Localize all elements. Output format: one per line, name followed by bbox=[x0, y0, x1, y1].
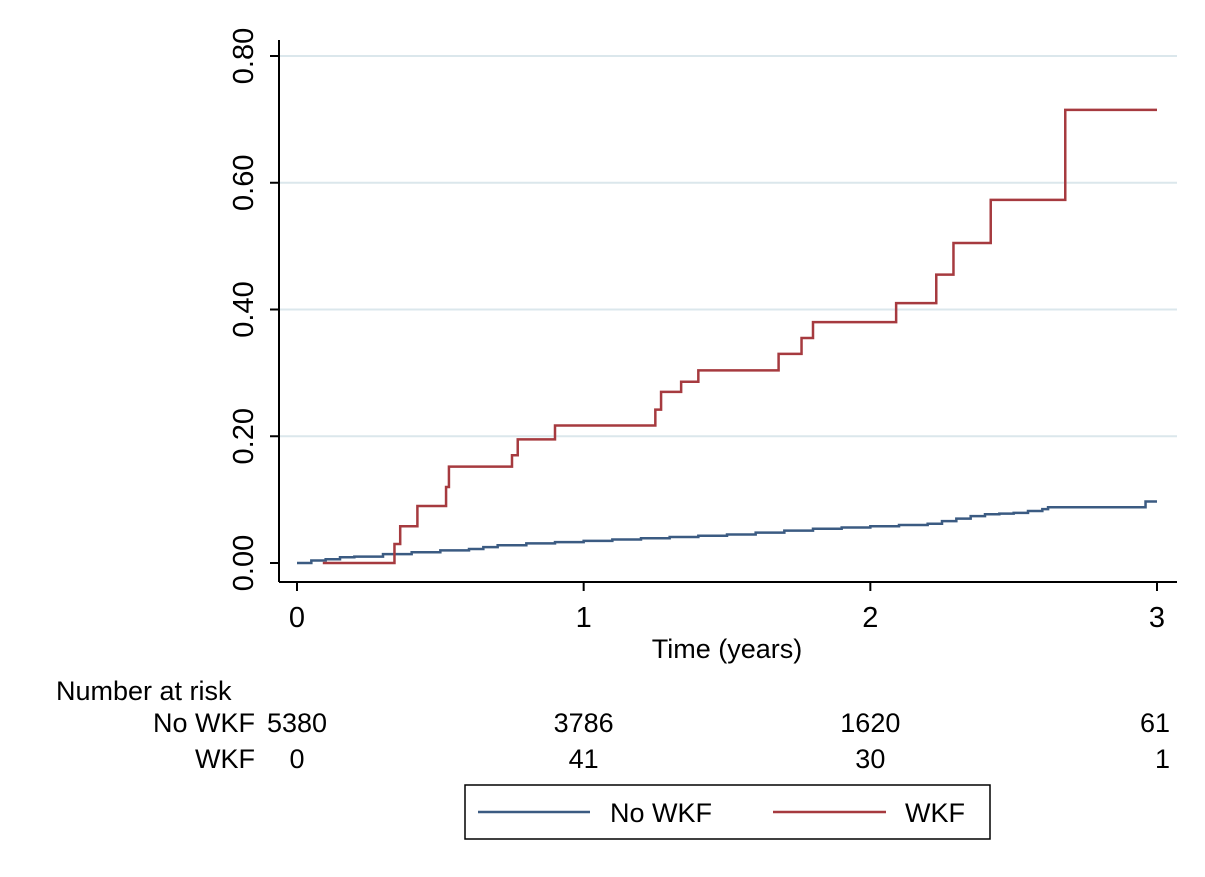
risk-row-label: No WKF bbox=[153, 708, 255, 738]
risk-value: 5380 bbox=[267, 708, 327, 738]
risk-value: 30 bbox=[855, 744, 885, 774]
risk-table-title: Number at risk bbox=[56, 676, 232, 706]
y-tick-label: 0.60 bbox=[228, 155, 260, 211]
risk-value: 3786 bbox=[554, 708, 614, 738]
risk-row-label: WKF bbox=[195, 744, 255, 774]
series-line-wkf bbox=[322, 108, 1157, 565]
y-tick-label: 0.80 bbox=[228, 28, 260, 84]
y-tick-label: 0.40 bbox=[228, 281, 260, 337]
y-tick-label: 0.20 bbox=[228, 408, 260, 464]
risk-value: 1620 bbox=[840, 708, 900, 738]
series-line-no-wkf bbox=[297, 500, 1157, 565]
series-lines bbox=[297, 108, 1157, 565]
x-tick-label: 2 bbox=[862, 602, 878, 634]
y-tick-label: 0.00 bbox=[228, 535, 260, 591]
gridlines bbox=[279, 55, 1177, 438]
x-ticks: 0 1 2 3 bbox=[289, 582, 1165, 634]
x-axis-title: Time (years) bbox=[652, 634, 803, 664]
risk-value: 0 bbox=[289, 744, 304, 774]
y-ticks: 0.00 0.20 0.40 0.60 0.80 bbox=[228, 28, 279, 591]
risk-table: Number at risk No WKF 5380 3786 1620 61 WKF 0 4… bbox=[56, 676, 1170, 774]
legend-label-no-wkf: No WKF bbox=[610, 798, 712, 828]
risk-value: 61 bbox=[1140, 708, 1170, 738]
legend: No WKF WKF bbox=[464, 784, 991, 840]
axes bbox=[278, 40, 1177, 583]
x-tick-label: 3 bbox=[1149, 602, 1165, 634]
x-tick-label: 0 bbox=[289, 602, 305, 634]
risk-value: 1 bbox=[1155, 744, 1170, 774]
legend-label-wkf: WKF bbox=[905, 798, 965, 828]
x-tick-label: 1 bbox=[576, 602, 592, 634]
risk-value: 41 bbox=[569, 744, 599, 774]
